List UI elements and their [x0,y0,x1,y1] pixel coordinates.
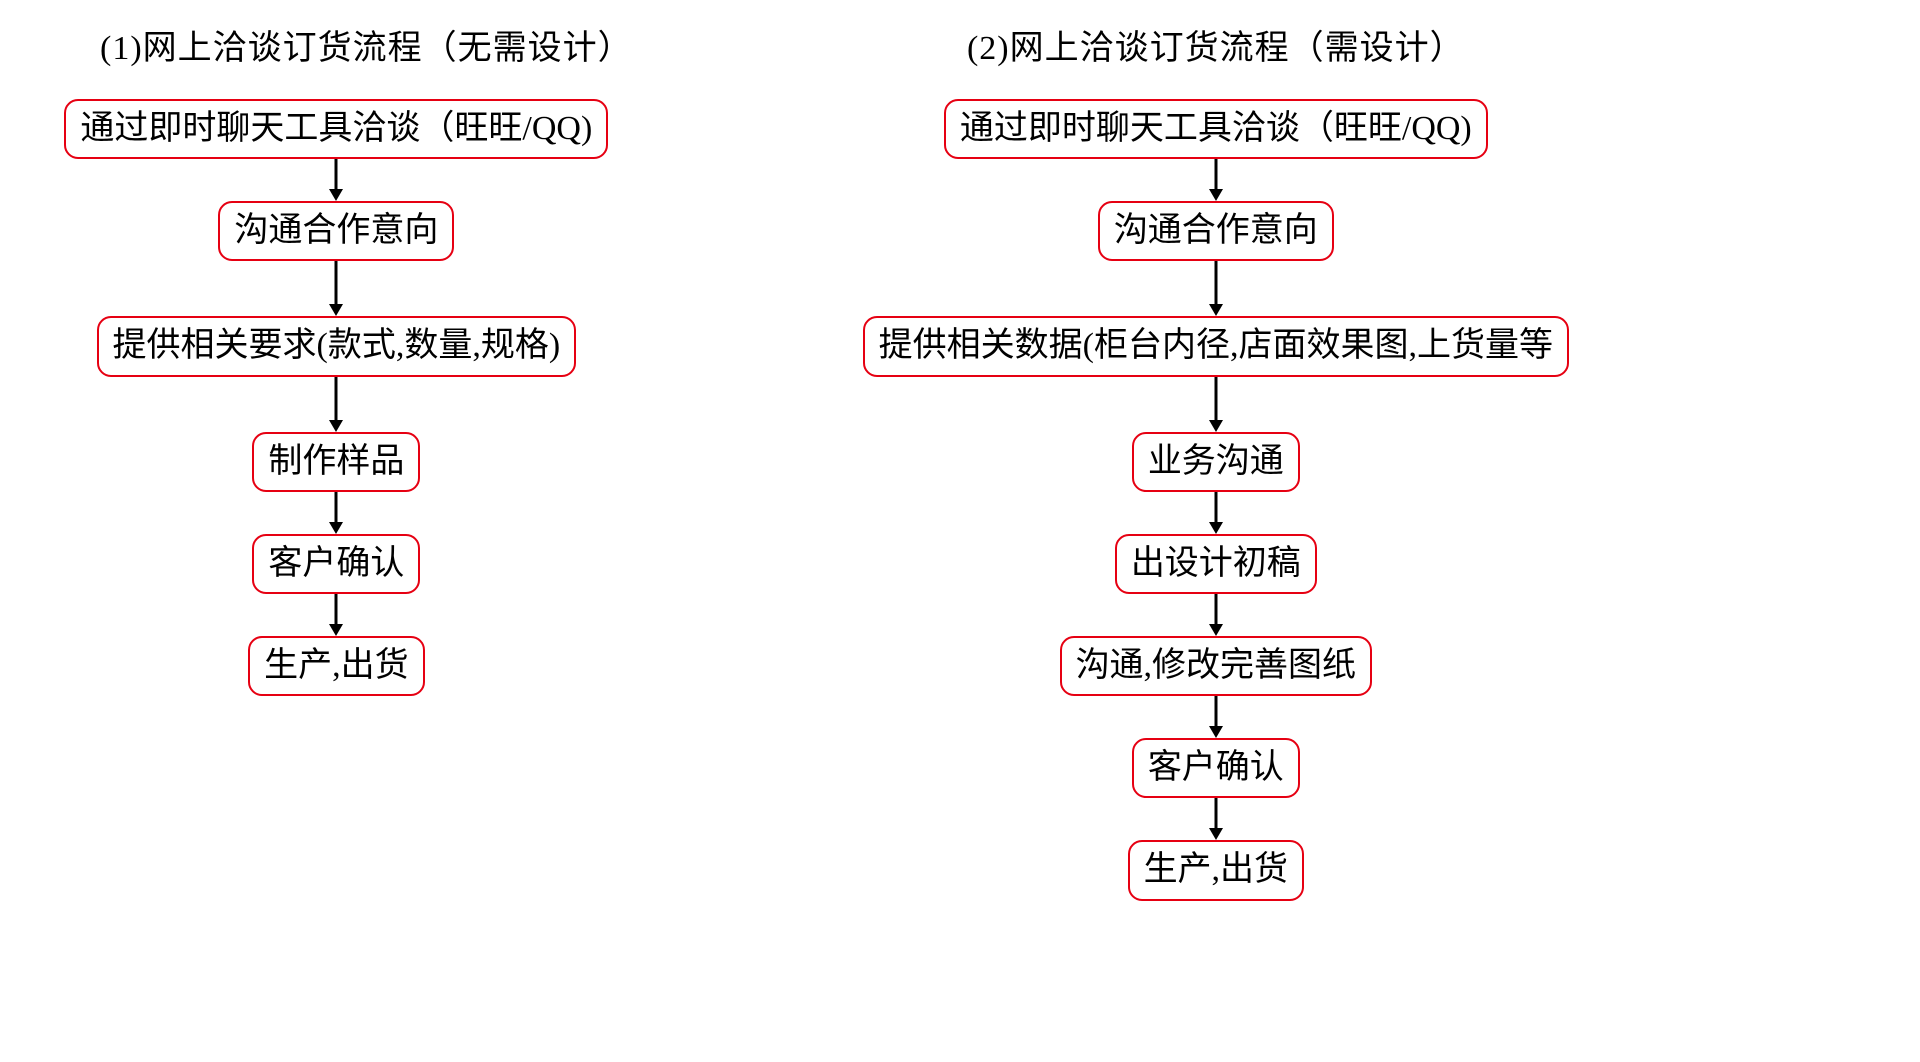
arrow-down-icon [1206,492,1226,534]
arrow-down-icon [1206,261,1226,316]
flow-node: 制作样品 [252,432,420,492]
flow-node: 出设计初稿 [1115,534,1317,594]
flow-node: 生产,出货 [248,636,425,696]
flow-node: 沟通,修改完善图纸 [1060,636,1373,696]
arrow-down-icon [326,261,346,316]
flowchart-with-design: (2)网上洽谈订货流程（需设计） 通过即时聊天工具洽谈（旺旺/QQ) 沟通合作意… [863,20,1569,1042]
flow-node: 业务沟通 [1132,432,1300,492]
flowchart-title: (1)网上洽谈订货流程（无需设计） [100,20,633,69]
flow-node: 提供相关要求(款式,数量,规格) [97,316,577,376]
diagram-container: (1)网上洽谈订货流程（无需设计） 通过即时聊天工具洽谈（旺旺/QQ) 沟通合作… [0,0,1920,1062]
flow-node: 沟通合作意向 [1098,201,1334,261]
arrow-down-icon [326,159,346,201]
arrow-down-icon [1206,696,1226,738]
flow-node: 沟通合作意向 [218,201,454,261]
arrow-down-icon [1206,159,1226,201]
flowchart-title: (2)网上洽谈订货流程（需设计） [967,20,1465,69]
arrow-down-icon [326,377,346,432]
flow-node: 提供相关数据(柜台内径,店面效果图,上货量等 [863,316,1569,376]
arrow-down-icon [326,594,346,636]
arrow-down-icon [1206,594,1226,636]
flowchart-no-design: (1)网上洽谈订货流程（无需设计） 通过即时聊天工具洽谈（旺旺/QQ) 沟通合作… [40,20,633,1042]
arrow-down-icon [1206,377,1226,432]
flow-node: 通过即时聊天工具洽谈（旺旺/QQ) [944,99,1488,159]
flow-node: 通过即时聊天工具洽谈（旺旺/QQ) [64,99,608,159]
arrow-down-icon [326,492,346,534]
flow-node: 客户确认 [1132,738,1300,798]
arrow-down-icon [1206,798,1226,840]
flow-node: 客户确认 [252,534,420,594]
flow-node: 生产,出货 [1128,840,1305,900]
